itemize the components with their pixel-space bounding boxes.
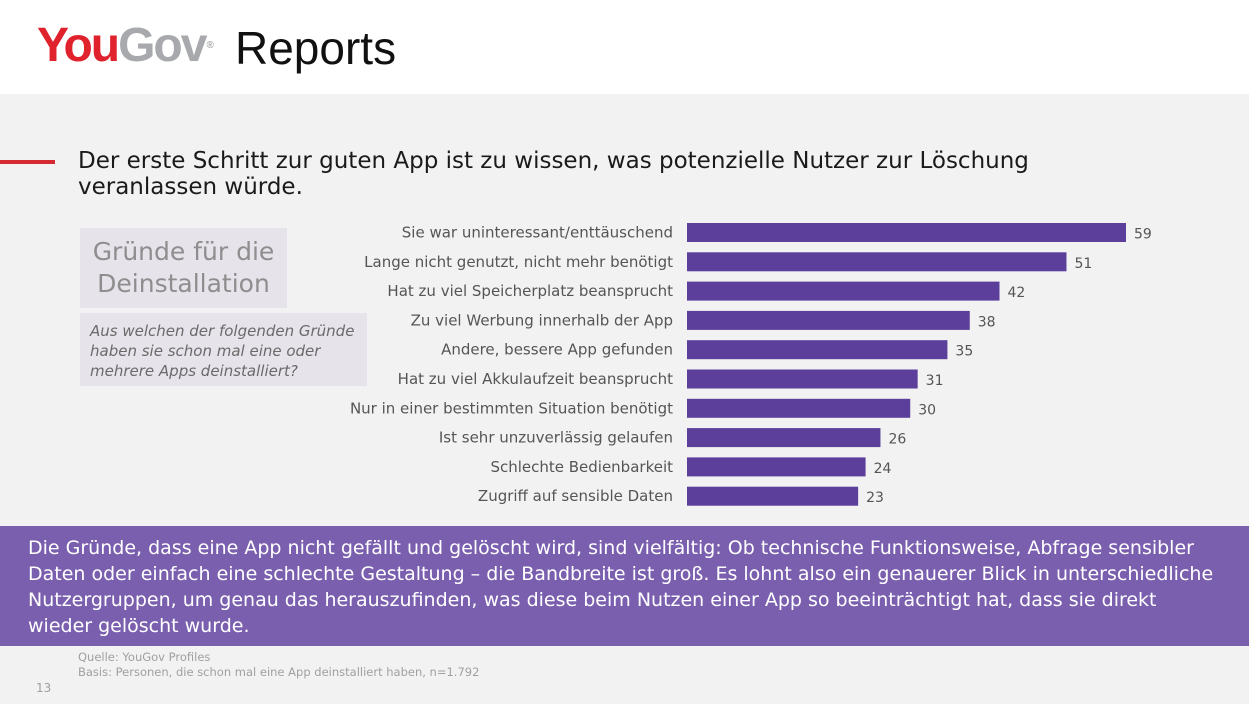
value-label: 23 bbox=[866, 490, 884, 506]
logo-gov: Gov bbox=[118, 19, 207, 72]
basis-line: Basis: Personen, die schon mal eine App … bbox=[78, 665, 480, 679]
source-line: Quelle: YouGov Profiles bbox=[78, 650, 211, 664]
bar bbox=[687, 428, 881, 448]
bar bbox=[687, 252, 1067, 272]
question-box: Aus welchen der folgenden Gründe haben s… bbox=[80, 313, 367, 386]
bar bbox=[687, 310, 970, 330]
slide-headline: Der erste Schritt zur guten App ist zu w… bbox=[78, 148, 1029, 200]
category-label: Zugriff auf sensible Daten bbox=[478, 487, 673, 505]
category-label: Hat zu viel Akkulaufzeit beansprucht bbox=[398, 370, 673, 388]
category-label: Hat zu viel Speicherplatz beansprucht bbox=[387, 282, 673, 300]
slide: Der erste Schritt zur guten App ist zu w… bbox=[0, 94, 1249, 704]
bar-chart: Sie war uninteressant/enttäuschend 59 Lang… bbox=[350, 223, 1152, 506]
topic-box: Gründe für die Deinstallation bbox=[80, 228, 287, 308]
value-label: 38 bbox=[978, 314, 996, 330]
bar bbox=[687, 369, 918, 389]
category-label: Schlechte Bedienbarkeit bbox=[490, 458, 673, 476]
value-label: 24 bbox=[874, 461, 892, 477]
source-note: Quelle: YouGov Profiles Basis: Personen,… bbox=[78, 650, 479, 680]
bar bbox=[687, 340, 948, 360]
product-name: Reports bbox=[235, 22, 397, 74]
category-label: Lange nicht genutzt, nicht mehr benötigt bbox=[364, 253, 673, 271]
value-label: 35 bbox=[955, 344, 973, 360]
bar bbox=[687, 457, 866, 477]
page-number: 13 bbox=[36, 681, 52, 695]
category-label: Ist sehr unzuverlässig gelaufen bbox=[439, 429, 673, 447]
value-label: 31 bbox=[926, 373, 944, 389]
category-label: Andere, bessere App gefunden bbox=[441, 341, 673, 359]
bar bbox=[687, 398, 911, 418]
value-label: 26 bbox=[888, 432, 906, 448]
callout-text: Die Gründe, dass eine App nicht gefällt … bbox=[0, 526, 1249, 646]
value-label: 51 bbox=[1074, 256, 1092, 272]
accent-rule bbox=[0, 160, 55, 164]
logo-you: You bbox=[37, 19, 120, 72]
bar bbox=[687, 486, 859, 506]
category-label: Zu viel Werbung innerhalb der App bbox=[411, 311, 673, 329]
value-label: 59 bbox=[1134, 227, 1152, 243]
value-label: 42 bbox=[1008, 285, 1026, 301]
category-label: Nur in einer bestimmten Situation benöti… bbox=[350, 399, 673, 417]
bar bbox=[687, 223, 1126, 242]
category-label: Sie war uninteressant/enttäuschend bbox=[402, 224, 673, 242]
header: YouGov® Reports bbox=[0, 0, 1249, 94]
bar bbox=[687, 281, 1000, 301]
value-label: 30 bbox=[918, 402, 936, 418]
logo-registered-mark: ® bbox=[206, 40, 214, 51]
yougov-logo: YouGov® bbox=[37, 20, 214, 72]
